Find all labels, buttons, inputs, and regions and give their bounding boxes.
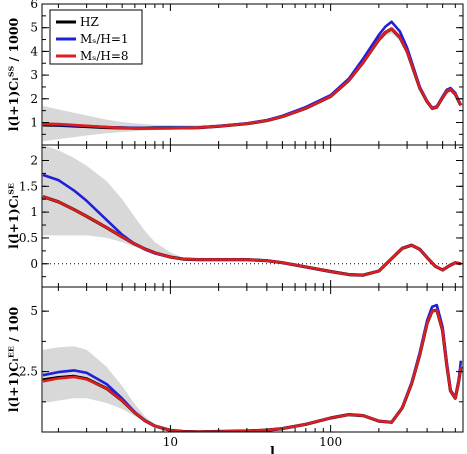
y-tick-label: 2.5 [19,365,38,379]
y-tick-label: 2 [30,153,38,167]
x-tick-label: 10 [163,435,178,449]
y-axis-label: l(l+1)Cₗᵀᵀ / 1000 [6,17,21,131]
plot-area-te [42,145,463,277]
series-line-ms-h-8 [42,27,463,130]
panel-frame [41,286,464,433]
y-tick-label: 2 [30,92,38,106]
legend-label: HZ [80,15,99,29]
y-tick-label: 1 [30,205,38,219]
y-tick-label: 5 [30,304,38,318]
y-tick-label: 3 [30,68,38,82]
plot-area-tt [42,20,463,142]
series-line-ms-h-8 [42,308,463,432]
x-axis-label: l [270,445,275,454]
y-tick-label: 0 [30,257,38,271]
plot-area-ee [42,303,463,432]
y-tick-label: 4 [30,44,38,58]
y-tick-label: 5 [30,21,38,35]
cosmic-variance-band [42,145,461,276]
legend-label: Mₛ/H=8 [80,49,129,63]
cosmic-variance-band [42,28,461,142]
y-tick-label: 1 [30,115,38,129]
series-line-ms-h-8 [42,195,462,277]
y-tick-label: 1.5 [19,179,38,193]
y-axis-label: l(l+1)Cₗᵀᴱ [6,183,21,249]
y-axis-label: l(l+1)Cₗᴱᴱ / 100 [6,306,21,412]
legend: HZ Mₛ/H=1 Mₛ/H=8 [49,9,143,65]
x-tick-label: 100 [319,435,342,449]
y-tick-label: 6 [30,0,38,11]
legend-label: Mₛ/H=1 [80,32,129,46]
panel-te: 0 0.5 1 1.5 2 l(l+1)Cₗᵀᴱ [6,144,464,288]
y-tick-label: 0.5 [19,231,38,245]
panel-ee: 2.5 5 l(l+1)Cₗᴱᴱ / 100 [6,286,464,433]
